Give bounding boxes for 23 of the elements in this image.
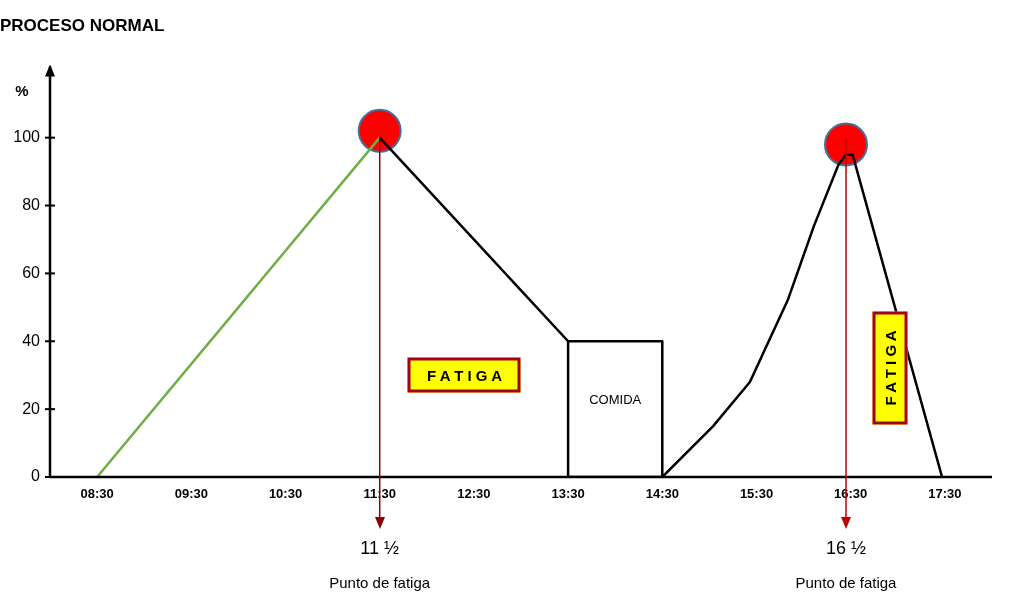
x-tick-label: 13:30: [551, 486, 585, 502]
chart-title: PROCESO NORMAL: [0, 15, 165, 35]
annotation: COMIDA: [589, 391, 642, 407]
y-tick-label: 80: [22, 195, 41, 213]
y-tick-label: 40: [22, 331, 41, 349]
x-tick-label: 08:30: [80, 486, 114, 502]
ref-line-label: 16 ½: [825, 537, 867, 558]
x-tick-label: 17:30: [928, 486, 962, 502]
ref-line-label: 11 ½: [360, 537, 400, 558]
y-tick-label: 100: [13, 128, 41, 146]
label-box: F A T I G A: [872, 311, 908, 425]
x-tick-label: 09:30: [174, 486, 208, 502]
y-tick-label: 60: [22, 263, 41, 281]
x-tick-label: 10:30: [268, 486, 303, 502]
y-tick-label: 20: [22, 399, 41, 417]
y-tick-label: 0: [31, 467, 41, 485]
x-tick-label: 12:30: [457, 486, 491, 502]
x-tick-label: 14:30: [645, 486, 679, 502]
x-tick-label: 15:30: [739, 486, 774, 502]
y-axis-title: %: [15, 81, 29, 99]
text: Punto de fatiga: [329, 573, 431, 591]
label-box: F A T I G A: [407, 357, 521, 393]
text: Punto de fatiga: [795, 573, 897, 591]
